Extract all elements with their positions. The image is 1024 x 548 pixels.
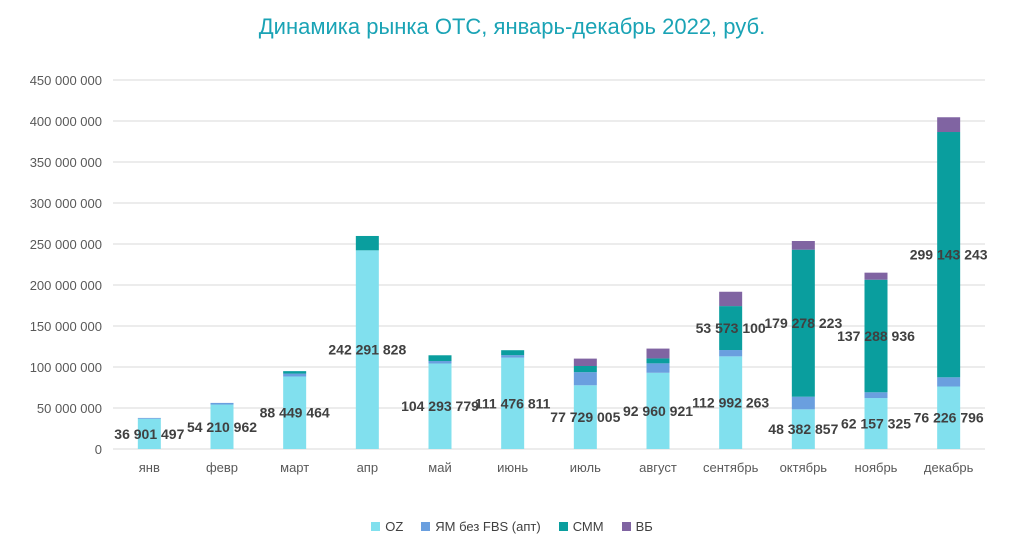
- bar-segment: [719, 356, 743, 449]
- data-label: 112 992 263: [692, 395, 769, 411]
- data-label: 62 157 325: [841, 416, 911, 432]
- legend-item: СММ: [558, 519, 604, 534]
- data-label: 36 901 497: [114, 426, 184, 442]
- legend-swatch: [371, 522, 381, 531]
- legend-label: OZ: [385, 519, 404, 534]
- bar-segment: [355, 250, 379, 449]
- data-label: 54 210 962: [187, 419, 257, 435]
- x-tick-label: август: [639, 460, 677, 475]
- bar-segment: [937, 377, 961, 387]
- x-tick-label: июль: [570, 460, 601, 475]
- legend-item: ЯМ без FBS (апт): [421, 519, 541, 534]
- y-tick-label: 300 000 000: [30, 196, 102, 211]
- bar-segment: [573, 358, 597, 366]
- bar-segment: [428, 355, 452, 362]
- bar-segment: [573, 385, 597, 449]
- bar-segment: [791, 409, 815, 449]
- x-tick-label: янв: [139, 460, 160, 475]
- bar-segment: [646, 358, 670, 364]
- y-tick-label: 400 000 000: [30, 114, 102, 129]
- bar-segment: [646, 363, 670, 373]
- bar-segment: [501, 350, 525, 356]
- legend-swatch: [621, 522, 631, 531]
- x-tick-label: май: [428, 460, 451, 475]
- data-label: 88 449 464: [260, 405, 330, 421]
- data-label: 299 143 243: [910, 247, 988, 263]
- bar-segment: [646, 348, 670, 359]
- data-label: 76 226 796: [914, 410, 984, 426]
- bar-segment: [283, 371, 307, 374]
- y-tick-label: 50 000 000: [37, 401, 102, 416]
- x-tick-label: декабрь: [924, 460, 974, 475]
- bar-segment: [137, 417, 161, 419]
- bar-segment: [864, 272, 888, 280]
- y-tick-label: 150 000 000: [30, 319, 102, 334]
- legend-label: ВБ: [635, 519, 653, 534]
- bar-segment: [864, 392, 888, 399]
- bar-segment: [791, 249, 815, 397]
- legend-item: OZ: [371, 519, 403, 534]
- x-tick-label: ноябрь: [855, 460, 898, 475]
- data-label: 179 278 223: [764, 315, 842, 331]
- bar-segment: [791, 240, 815, 250]
- bar-segment: [428, 361, 452, 364]
- data-label: 48 382 857: [768, 421, 838, 437]
- y-tick-label: 100 000 000: [30, 360, 102, 375]
- chart-title: Динамика рынка ОТС, январь-декабрь 2022,…: [258, 14, 766, 39]
- legend-label: СММ: [572, 519, 604, 534]
- x-tick-label: июнь: [497, 460, 528, 475]
- x-tick-label: сентябрь: [703, 460, 759, 475]
- bar-segment: [137, 418, 161, 449]
- y-tick-label: 250 000 000: [30, 237, 102, 252]
- data-label: 137 288 936: [837, 328, 915, 344]
- y-tick-label: 200 000 000: [30, 278, 102, 293]
- bar-segment: [864, 398, 888, 449]
- bar-segment: [719, 350, 743, 357]
- legend-item: ВБ: [621, 519, 653, 534]
- bar-segment: [864, 279, 888, 393]
- bar-segment: [719, 306, 743, 351]
- bar-segment: [283, 376, 307, 449]
- bar-segment: [210, 402, 234, 405]
- legend: OZ ЯМ без FBS (апт) СММ ВБ: [0, 519, 1024, 534]
- legend-swatch: [421, 522, 431, 531]
- bar-segment: [573, 365, 597, 373]
- bar-segment: [355, 235, 379, 251]
- data-label: 53 573 100: [696, 320, 766, 336]
- y-tick-label: 350 000 000: [30, 155, 102, 170]
- x-tick-label: апр: [357, 460, 379, 475]
- bar-segment: [573, 372, 597, 386]
- x-tick-label: февр: [206, 460, 238, 475]
- legend-label: ЯМ без FBS (апт): [435, 519, 541, 534]
- y-tick-label: 450 000 000: [30, 73, 102, 88]
- data-label: 111 476 811: [475, 395, 551, 411]
- bar-segment: [937, 132, 961, 378]
- data-label: 77 729 005: [550, 409, 620, 425]
- y-tick-label: 0: [95, 442, 102, 457]
- x-tick-label: март: [280, 460, 309, 475]
- x-tick-label: октябрь: [780, 460, 828, 475]
- bar-segment: [283, 373, 307, 377]
- data-label: 104 293 779: [401, 398, 479, 414]
- bar-segment: [428, 363, 452, 449]
- data-label: 92 960 921: [623, 403, 693, 419]
- bar-segment: [937, 386, 961, 449]
- bar-segment: [719, 291, 743, 307]
- data-label: 242 291 828: [328, 342, 406, 358]
- bar-segment: [210, 404, 234, 449]
- bar-segment: [501, 355, 525, 358]
- bar-segment: [646, 372, 670, 449]
- legend-swatch: [558, 522, 568, 531]
- bar-segment: [791, 396, 815, 410]
- bar-segment: [937, 117, 961, 133]
- bar-segment: [501, 357, 525, 449]
